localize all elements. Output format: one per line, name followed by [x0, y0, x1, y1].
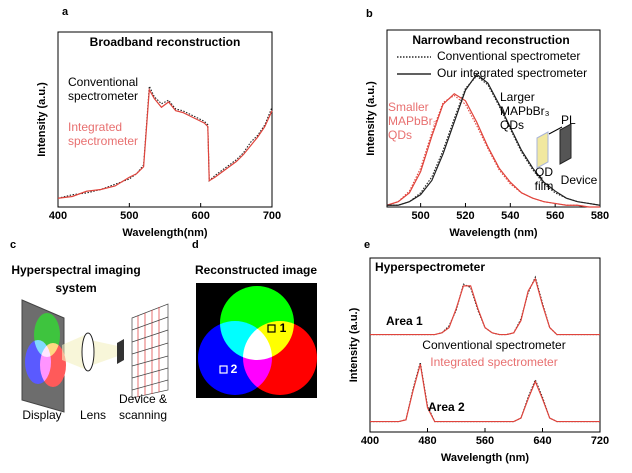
diagram-title: Hyperspectral imaging — [11, 263, 140, 277]
y-axis-label: Intensity (a.u.) — [365, 81, 377, 156]
series-line — [370, 363, 600, 423]
diagram-title: Reconstructed image — [195, 263, 317, 277]
legend-label: Our integrated spectrometer — [437, 66, 587, 80]
diagram-label: scanning — [119, 408, 167, 422]
annotation: Device — [561, 173, 598, 187]
x-tick-label: 640 — [533, 435, 551, 447]
panel-letter: c — [10, 239, 16, 251]
series-line — [370, 277, 600, 336]
x-tick-label: 700 — [263, 210, 281, 222]
panel-letter: a — [62, 6, 69, 18]
annotation: MAPbBr₃ — [500, 104, 550, 118]
annotation: Larger — [500, 90, 535, 104]
panel-letter: e — [364, 239, 370, 251]
chart-title: Narrowband reconstruction — [412, 33, 569, 47]
display-image — [25, 313, 66, 387]
panel-chart: a 400 500 600 700 Wavelength(nm) Intensity (a.… — [36, 6, 281, 239]
x-axis-label: Wavelength(nm) — [122, 227, 207, 239]
pl-arrow — [548, 126, 563, 135]
x-tick-label: 560 — [546, 210, 564, 222]
diagram-label: Device & — [119, 392, 167, 406]
annotation: film — [535, 179, 554, 193]
diagram-label: Display — [22, 408, 61, 422]
annotation: Integrated — [68, 120, 122, 134]
x-axis-label: Wavelength (nm) — [441, 452, 530, 464]
chart-title: Hyperspectrometer — [375, 260, 485, 274]
annotation: Conventional spectrometer — [422, 338, 565, 352]
annotation: Smaller — [388, 100, 429, 114]
panel-c: c Hyperspectral imaging system Display L… — [10, 239, 169, 422]
panel-d: d Reconstructed image 1 2 — [192, 239, 317, 398]
panel-letter: b — [366, 8, 373, 20]
lens — [81, 332, 95, 372]
device — [117, 339, 124, 364]
area-marker — [219, 365, 228, 374]
y-axis-label: Intensity (a.u.) — [348, 307, 360, 382]
series-line — [386, 94, 600, 208]
area-marker — [267, 324, 276, 333]
x-tick-label: 540 — [501, 210, 519, 222]
panel-chart: b 500 520 540 560 580 Wavelength (nm) Intensity… — [365, 8, 609, 239]
qd-film — [536, 131, 549, 169]
diagram-label: Lens — [80, 408, 106, 422]
x-tick-label: 580 — [591, 210, 609, 222]
series-line — [370, 362, 600, 423]
panel-letter: d — [192, 239, 199, 251]
light-beam — [90, 340, 118, 366]
x-tick-label: 560 — [476, 435, 494, 447]
annotation: spectrometer — [68, 89, 138, 103]
x-tick-label: 480 — [418, 435, 436, 447]
annotation: Area 2 — [428, 400, 465, 414]
chart-title: Broadband reconstruction — [90, 35, 241, 49]
annotation: spectrometer — [68, 134, 138, 148]
annotation: QDs — [388, 128, 412, 142]
legend-label: Conventional spectrometer — [437, 49, 580, 63]
x-tick-label: 520 — [456, 210, 474, 222]
marker-label: 1 — [280, 321, 287, 335]
x-tick-label: 500 — [411, 210, 429, 222]
x-tick-label: 400 — [49, 210, 67, 222]
x-tick-label: 600 — [191, 210, 209, 222]
annotation: Conventional — [68, 75, 138, 89]
circle — [243, 321, 317, 395]
annotation: QD — [535, 165, 553, 179]
annotation: QDs — [500, 118, 524, 132]
panel-chart: e 400 480 560 640 720 Wavelength (nm) Intensity… — [348, 239, 609, 464]
light-beam — [62, 334, 87, 370]
x-tick-label: 720 — [591, 435, 609, 447]
marker-label: 2 — [231, 362, 238, 376]
plot-frame — [386, 29, 601, 208]
rgb-circles — [198, 286, 317, 395]
x-axis-label: Wavelength (nm) — [449, 227, 538, 239]
series-line — [57, 87, 273, 199]
annotation: Integrated spectrometer — [430, 355, 557, 369]
annotation: MAPbBr₃ — [388, 114, 438, 128]
x-tick-label: 500 — [120, 210, 138, 222]
series-line — [387, 75, 601, 206]
annotation: Area 1 — [386, 314, 423, 328]
device — [559, 123, 572, 165]
y-axis-label: Intensity (a.u.) — [36, 82, 48, 157]
circle — [40, 343, 66, 387]
annotation: PL — [561, 113, 576, 127]
diagram-title: system — [55, 281, 96, 295]
plot-frame — [57, 31, 273, 208]
x-tick-label: 400 — [361, 435, 379, 447]
scan-grid — [131, 303, 169, 399]
